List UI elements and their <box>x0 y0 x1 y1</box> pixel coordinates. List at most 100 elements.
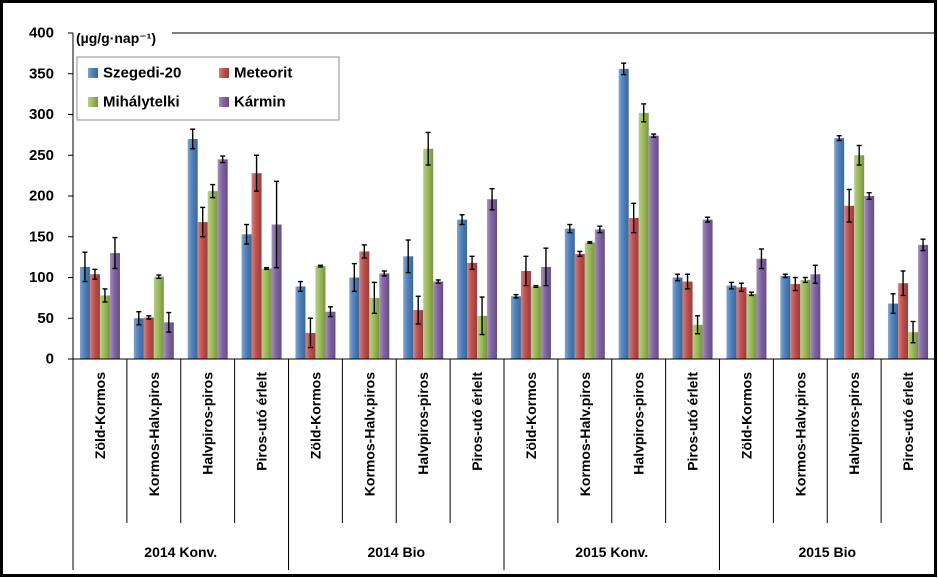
error-bar-karmin <box>166 311 172 333</box>
error-bar-meteorit <box>523 255 529 287</box>
y-tick-label: 150 <box>29 228 54 245</box>
error-bar-karmin <box>758 248 764 270</box>
error-bar-meteorit <box>846 188 852 223</box>
legend-label: Szegedi-20 <box>103 65 181 82</box>
bar-mihalytelki <box>477 315 488 359</box>
error-bar-mihalytelki <box>425 131 431 166</box>
error-bar-szegedi-20 <box>351 262 357 293</box>
x-tick-label: Piros-utó érlelt <box>900 372 916 471</box>
x-tick-label: Zöld-Kormos <box>523 372 539 459</box>
bar-karmin <box>325 311 336 359</box>
y-axis-ticks: 0 50 100 150 200 250 300 350 400 <box>29 25 73 368</box>
bar-meteorit <box>898 283 909 359</box>
bar-szegedi-20 <box>187 138 198 359</box>
x-tick-label: Halvpiros-piros <box>415 372 431 475</box>
bar-meteorit <box>251 173 262 359</box>
x-tick-label: Halvpiros-piros <box>846 372 862 475</box>
y-tick-label: 50 <box>37 310 54 327</box>
bar-meteorit <box>574 253 585 359</box>
y-axis-unit-label: (µg/g·nap⁻¹) <box>76 30 156 46</box>
y-tick-label: 300 <box>29 106 54 123</box>
bar-karmin <box>109 253 120 359</box>
error-bar-szegedi-20 <box>297 280 303 293</box>
legend-box <box>76 56 340 121</box>
x-group-label: 2014 Konv. <box>144 544 217 560</box>
legend-item-meteorit: Meteorit <box>219 65 292 82</box>
error-bar-mihalytelki <box>102 288 108 303</box>
bar-karmin <box>810 274 821 359</box>
bar-mihalytelki <box>746 293 757 359</box>
error-bar-meteorit <box>146 315 152 320</box>
y-tick-label: 0 <box>46 351 54 368</box>
bar-karmin <box>864 196 875 359</box>
x-tick-label: Kormos-Halv.piros <box>792 372 808 496</box>
x-tick-label: Kormos-Halv.piros <box>146 372 162 496</box>
bar-meteorit <box>844 205 855 359</box>
bar-mihalytelki <box>530 286 541 359</box>
error-bar-mihalytelki <box>156 274 162 280</box>
bar-karmin <box>271 224 282 359</box>
bar-karmin <box>163 322 174 359</box>
error-bar-szegedi-20 <box>405 239 411 274</box>
bar-szegedi-20 <box>295 286 306 359</box>
bar-meteorit <box>197 222 208 359</box>
bar-szegedi-20 <box>457 219 468 359</box>
legend-item-karmin: Kármin <box>219 94 286 111</box>
bar-szegedi-20 <box>79 266 90 359</box>
x-group-label: 2015 Konv. <box>575 544 648 560</box>
bar-mihalytelki <box>800 279 811 359</box>
error-bar-szegedi-20 <box>459 214 465 226</box>
error-bar-karmin <box>274 180 280 269</box>
bar-karmin <box>594 229 605 359</box>
error-bar-szegedi-20 <box>567 223 573 234</box>
error-bar-szegedi-20 <box>782 273 788 279</box>
x-tick-label: Zöld-Kormos <box>307 372 323 459</box>
x-tick-label: Halvpiros-piros <box>631 372 647 475</box>
legend-swatch <box>88 68 98 78</box>
legend: Szegedi-20 Meteorit Mihálytelki Kármin <box>76 56 340 121</box>
x-tick-label: Piros-utó érlelt <box>685 372 701 471</box>
bar-szegedi-20 <box>403 256 414 359</box>
bar-szegedi-20 <box>834 138 845 359</box>
bar-mihalytelki <box>315 266 326 359</box>
bar-szegedi-20 <box>726 285 737 359</box>
bar-mihalytelki <box>261 268 272 359</box>
error-bar-meteorit <box>685 273 691 290</box>
error-bar-karmin <box>489 187 495 211</box>
error-bar-meteorit <box>92 268 98 280</box>
error-bar-meteorit <box>469 255 475 271</box>
bar-mihalytelki <box>153 276 164 359</box>
legend-item-szegedi-20: Szegedi-20 <box>88 65 181 82</box>
bar-mihalytelki <box>99 295 110 359</box>
bar-mihalytelki <box>908 332 919 359</box>
error-bar-szegedi-20 <box>728 281 734 290</box>
bar-mihalytelki <box>207 191 218 359</box>
error-bar-mihalytelki <box>533 284 539 288</box>
error-bar-meteorit <box>254 154 260 192</box>
bar-szegedi-20 <box>564 228 575 359</box>
bar-mihalytelki <box>638 112 649 360</box>
bar-meteorit <box>89 274 100 359</box>
error-bar-karmin <box>920 238 926 252</box>
x-axis-categories: Zöld-Kormos Kormos-Halv.piros Halvpiros-pi… <box>72 359 936 570</box>
error-bar-mihalytelki <box>695 315 701 335</box>
legend-swatch <box>88 97 98 107</box>
error-bar-szegedi-20 <box>621 62 627 76</box>
bar-szegedi-20 <box>133 318 144 359</box>
bar-meteorit <box>628 218 639 359</box>
bar-meteorit <box>682 281 693 359</box>
bar-karmin <box>648 135 659 359</box>
x-group-label: 2014 Bio <box>367 544 425 560</box>
legend-item-mihalytelki: Mihálytelki <box>88 94 180 111</box>
bar-meteorit <box>413 310 424 359</box>
error-bar-mihalytelki <box>587 240 593 244</box>
bar-mihalytelki <box>854 155 865 359</box>
bar-szegedi-20 <box>672 277 683 359</box>
bar-meteorit <box>467 262 478 359</box>
bar-szegedi-20 <box>241 234 252 359</box>
error-bar-mihalytelki <box>641 103 647 123</box>
error-bar-mihalytelki <box>748 291 754 297</box>
error-bar-mihalytelki <box>479 296 485 336</box>
